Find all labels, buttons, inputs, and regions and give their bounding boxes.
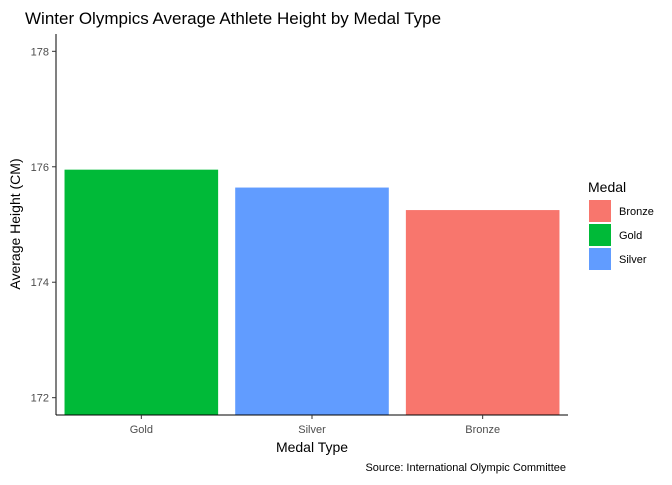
y-tick-label: 178	[31, 46, 49, 58]
legend-entries: Bronze Gold Silver	[589, 200, 654, 270]
x-axis-title: Medal Type	[276, 439, 348, 455]
legend-title: Medal	[588, 179, 626, 195]
chart-caption: Source: International Olympic Committee	[365, 462, 566, 474]
plot-area	[64, 169, 560, 415]
chart-title: Winter Olympics Average Athlete Height b…	[25, 9, 441, 28]
y-tick-label: 172	[31, 393, 49, 405]
x-tick-label: Gold	[130, 424, 153, 436]
legend-key-bronze	[589, 200, 611, 222]
bar-silver	[235, 187, 389, 415]
legend-key-gold	[589, 224, 611, 246]
x-axis-ticks: Gold Silver Bronze	[130, 415, 500, 436]
y-axis-ticks: 172 174 176 178	[31, 46, 56, 405]
x-tick-label: Bronze	[465, 424, 500, 436]
bar-gold	[64, 169, 219, 415]
x-tick-label: Silver	[298, 424, 326, 436]
y-tick-label: 176	[31, 162, 49, 174]
legend-label-gold: Gold	[619, 230, 642, 242]
y-axis-title: Average Height (CM)	[7, 158, 23, 289]
legend-key-silver	[589, 248, 611, 270]
y-tick-label: 174	[31, 277, 49, 289]
legend: Medal Bronze Gold Silver	[588, 179, 654, 270]
legend-label-silver: Silver	[619, 254, 647, 266]
legend-label-bronze: Bronze	[619, 206, 654, 218]
bar-bronze	[405, 210, 560, 415]
